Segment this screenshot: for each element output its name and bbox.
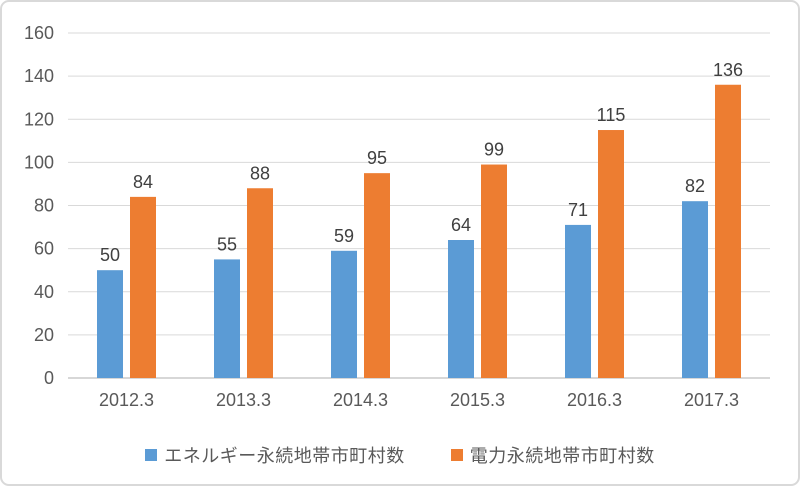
value-label-series1-2014.3: 59 <box>334 226 354 246</box>
y-tick-label-100: 100 <box>24 152 54 172</box>
bar-series2-2016.3 <box>598 130 624 378</box>
legend-item-series2: 電力永続地帯市町村数 <box>450 442 655 468</box>
value-label-series2-2015.3: 99 <box>484 140 504 160</box>
x-tick-label-2012.3: 2012.3 <box>99 390 154 410</box>
value-label-series2-2016.3: 115 <box>597 105 626 125</box>
bar-series2-2015.3 <box>481 164 507 378</box>
bar-series2-2014.3 <box>364 173 390 378</box>
x-tick-label-2017.3: 2017.3 <box>684 390 739 410</box>
y-tick-label-160: 160 <box>24 23 54 43</box>
legend-swatch-icon <box>145 449 158 461</box>
bar-series1-2016.3 <box>565 224 591 378</box>
bar-series1-2014.3 <box>331 250 357 378</box>
x-tick-label-2015.3: 2015.3 <box>450 390 505 410</box>
y-tick-label-20: 20 <box>34 325 54 345</box>
y-tick-label-0: 0 <box>44 368 54 388</box>
chart-legend: エネルギー永続地帯市町村数 電力永続地帯市町村数 <box>2 442 798 468</box>
bar-series2-2012.3 <box>130 196 156 378</box>
value-label-series2-2017.3: 136 <box>713 60 743 80</box>
value-label-series2-2012.3: 84 <box>133 172 153 192</box>
x-tick-label-2014.3: 2014.3 <box>333 390 388 410</box>
y-tick-label-40: 40 <box>34 282 54 302</box>
bar-series1-2015.3 <box>448 240 474 378</box>
value-label-series2-2013.3: 88 <box>250 163 270 183</box>
bar-series2-2013.3 <box>247 188 273 378</box>
bar-series1-2013.3 <box>214 259 240 378</box>
bar-series1-2017.3 <box>682 201 708 378</box>
value-label-series1-2015.3: 64 <box>451 215 471 235</box>
value-label-series1-2017.3: 82 <box>685 176 705 196</box>
y-tick-label-80: 80 <box>34 196 54 216</box>
y-tick-label-120: 120 <box>24 109 54 129</box>
legend-label: エネルギー永続地帯市町村数 <box>164 446 405 466</box>
y-tick-label-140: 140 <box>24 66 54 86</box>
legend-label: 電力永続地帯市町村数 <box>469 446 655 466</box>
value-label-series1-2013.3: 55 <box>217 234 237 254</box>
bar-series2-2017.3 <box>715 84 741 378</box>
value-label-series1-2012.3: 50 <box>100 245 120 265</box>
x-tick-label-2016.3: 2016.3 <box>567 390 622 410</box>
legend-swatch-icon <box>450 449 463 461</box>
legend-item-series1: エネルギー永続地帯市町村数 <box>145 442 405 468</box>
value-label-series2-2014.3: 95 <box>367 148 387 168</box>
x-tick-label-2013.3: 2013.3 <box>216 390 271 410</box>
y-tick-label-60: 60 <box>34 239 54 259</box>
value-label-series1-2016.3: 71 <box>568 200 588 220</box>
bar-series1-2012.3 <box>97 270 123 378</box>
